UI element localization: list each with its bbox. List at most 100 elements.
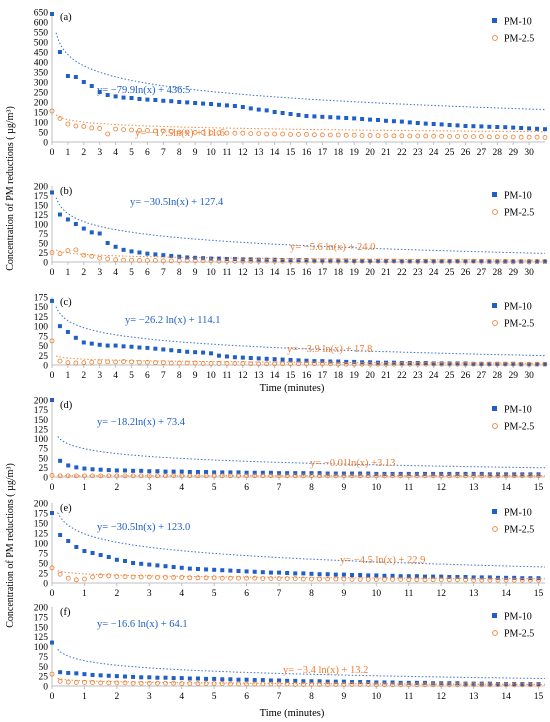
x-tick-label: 3	[147, 692, 152, 702]
trendline-equation: y= −30.5ln(x) + 123.0	[97, 522, 190, 533]
data-point-pm10	[268, 470, 273, 475]
data-point-pm10	[383, 118, 388, 123]
data-point-pm25	[399, 361, 405, 367]
data-point-pm10	[439, 681, 444, 686]
data-point-pm25	[502, 258, 508, 264]
series-pm25	[49, 108, 548, 140]
data-point-pm10	[58, 670, 63, 675]
data-point-pm10	[122, 559, 127, 563]
data-point-pm10	[236, 677, 241, 682]
data-point-pm25	[152, 128, 158, 134]
data-point-pm10	[171, 565, 176, 569]
data-point-pm25	[382, 577, 387, 582]
data-point-pm25	[438, 682, 444, 688]
data-point-pm10	[288, 357, 293, 362]
data-point-pm10	[535, 126, 540, 131]
data-point-pm25	[373, 473, 379, 479]
y-tick-label: 150	[34, 416, 49, 426]
data-point-pm25	[187, 681, 193, 687]
data-point-pm25	[526, 361, 532, 367]
trendline	[57, 512, 546, 568]
data-point-pm10	[495, 259, 500, 264]
data-point-pm25	[145, 258, 150, 263]
data-point-pm25	[224, 258, 230, 264]
data-point-pm25	[335, 361, 341, 367]
data-point-pm25	[152, 360, 158, 366]
legend-marker-pm25	[492, 630, 498, 636]
data-point-pm10	[277, 678, 282, 683]
y-tick-label: 50	[39, 342, 49, 352]
data-point-pm25	[317, 576, 322, 582]
data-point-pm25	[542, 258, 548, 264]
data-point-pm25	[57, 678, 63, 684]
data-point-pm10	[528, 472, 533, 477]
data-point-pm10	[471, 259, 476, 264]
data-point-pm10	[285, 471, 290, 476]
x-tick-label: 18	[334, 268, 344, 278]
data-point-pm10	[212, 567, 217, 572]
data-point-pm25	[357, 473, 363, 479]
data-point-pm25	[232, 130, 238, 136]
data-point-pm10	[398, 574, 403, 579]
data-point-pm25	[227, 473, 233, 479]
data-point-pm25	[399, 133, 405, 139]
data-point-pm10	[98, 673, 103, 678]
data-point-pm10	[106, 468, 111, 473]
data-point-pm10	[328, 115, 333, 120]
y-tick-label: 100	[34, 643, 49, 653]
x-tick-label: 11	[404, 589, 413, 599]
data-point-pm25	[335, 132, 341, 138]
x-tick-label: 2	[114, 692, 119, 702]
x-tick-label: 1	[66, 268, 71, 278]
x-tick-label: 18	[334, 371, 344, 381]
data-point-pm10	[487, 124, 492, 129]
data-point-pm25	[97, 359, 103, 365]
x-tick-label: 8	[177, 371, 182, 381]
data-point-pm25	[312, 258, 317, 264]
data-point-pm25	[518, 258, 524, 264]
data-point-pm10	[66, 670, 71, 675]
data-point-pm10	[105, 93, 110, 97]
y-tick-label: 175	[34, 406, 49, 416]
data-point-pm10	[536, 682, 541, 687]
series-pm10	[50, 190, 547, 264]
data-point-pm10	[201, 350, 206, 355]
data-point-pm10	[407, 120, 412, 125]
data-point-pm10	[216, 256, 221, 261]
data-point-pm10	[137, 345, 142, 350]
x-tick-label: 4	[179, 483, 184, 493]
data-point-pm25	[463, 682, 468, 688]
y-tick-label: 200	[34, 500, 49, 510]
data-point-pm25	[292, 682, 298, 687]
data-point-pm10	[487, 472, 492, 477]
data-point-pm25	[534, 258, 540, 264]
data-point-pm25	[89, 125, 95, 131]
data-point-pm10	[333, 679, 338, 684]
data-point-pm25	[106, 680, 112, 686]
data-point-pm10	[97, 342, 102, 347]
y-tick-label: 75	[39, 230, 49, 240]
data-point-pm10	[519, 362, 524, 367]
data-point-pm10	[129, 344, 134, 349]
data-point-pm25	[65, 575, 71, 581]
y-tick-label: 100	[34, 119, 49, 129]
data-point-pm25	[391, 258, 397, 264]
data-point-pm25	[98, 573, 104, 579]
data-point-pm10	[228, 677, 233, 682]
x-tick-label: 5	[129, 371, 134, 381]
data-point-pm10	[495, 575, 500, 580]
data-point-pm10	[495, 682, 500, 687]
y-tick-label: 175	[34, 613, 49, 623]
data-point-pm25	[292, 576, 298, 581]
x-tick-label: 30	[524, 371, 534, 381]
data-point-pm25	[280, 258, 285, 264]
data-point-pm25	[357, 577, 363, 582]
data-point-pm25	[216, 130, 222, 136]
data-point-pm10	[376, 118, 381, 122]
x-tick-label: 14	[501, 483, 511, 493]
trendline-equation: y= −16.6 ln(x) + 64.1	[97, 619, 188, 630]
data-point-pm10	[463, 259, 468, 264]
data-point-pm25	[171, 575, 177, 580]
x-tick-label: 19	[349, 371, 359, 381]
